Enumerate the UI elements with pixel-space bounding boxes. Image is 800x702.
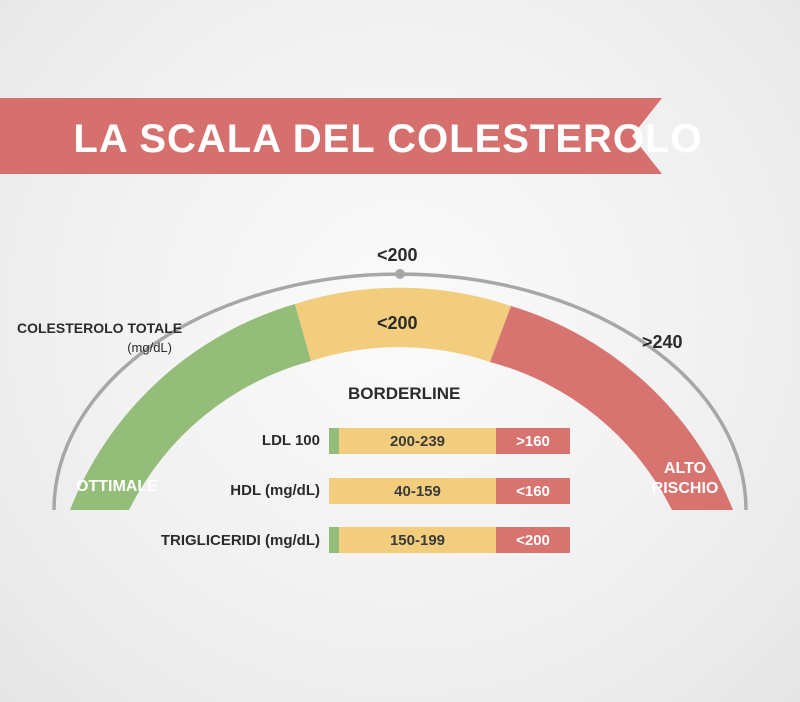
total-cholesterol-label: COLESTEROLO TOTALE bbox=[17, 320, 183, 336]
row-label-ldl: LDL 100 bbox=[261, 432, 320, 449]
row-label-hdl: HDL (mg/dL) bbox=[230, 482, 320, 499]
page-title: LA SCALA DEL COLESTEROLO bbox=[73, 117, 702, 161]
gauge-segment-high-risk bbox=[490, 306, 733, 510]
row-bar-triglycerides: 150-199 <200 bbox=[329, 527, 570, 553]
gauge-top-marker-label: <200 bbox=[377, 245, 418, 265]
row-bar-borderline-value: 150-199 bbox=[339, 527, 496, 553]
total-cholesterol-unit: (mg/dL) bbox=[127, 340, 172, 355]
high-threshold-label: >240 bbox=[642, 332, 683, 352]
row-bar-ldl: 200-239 >160 bbox=[329, 428, 570, 454]
row-bar-optimal-segment bbox=[329, 478, 339, 504]
row-bar-high-value: <200 bbox=[496, 527, 570, 553]
row-bar-high-value: <160 bbox=[496, 478, 570, 504]
row-bar-optimal-segment bbox=[329, 428, 339, 454]
high-risk-label-line2: RISCHIO bbox=[651, 480, 719, 497]
high-risk-label-line1: ALTO bbox=[663, 460, 707, 477]
title-banner bbox=[0, 98, 662, 174]
row-bar-optimal-segment bbox=[329, 527, 339, 553]
row-bar-hdl: 40-159 <160 bbox=[329, 478, 570, 504]
optimal-label: OTTIMALE bbox=[76, 478, 158, 495]
borderline-value-label: <200 bbox=[377, 313, 418, 333]
borderline-heading: BORDERLINE bbox=[348, 384, 461, 403]
row-bar-borderline-value: 40-159 bbox=[339, 478, 496, 504]
gauge-segment-optimal bbox=[70, 304, 311, 510]
gauge-segment-borderline bbox=[295, 287, 511, 362]
row-bar-high-value: >160 bbox=[496, 428, 570, 454]
row-bar-borderline-value: 200-239 bbox=[339, 428, 496, 454]
row-label-triglycerides: TRIGLICERIDI (mg/dL) bbox=[160, 532, 320, 549]
gauge-top-marker-dot bbox=[395, 269, 405, 279]
